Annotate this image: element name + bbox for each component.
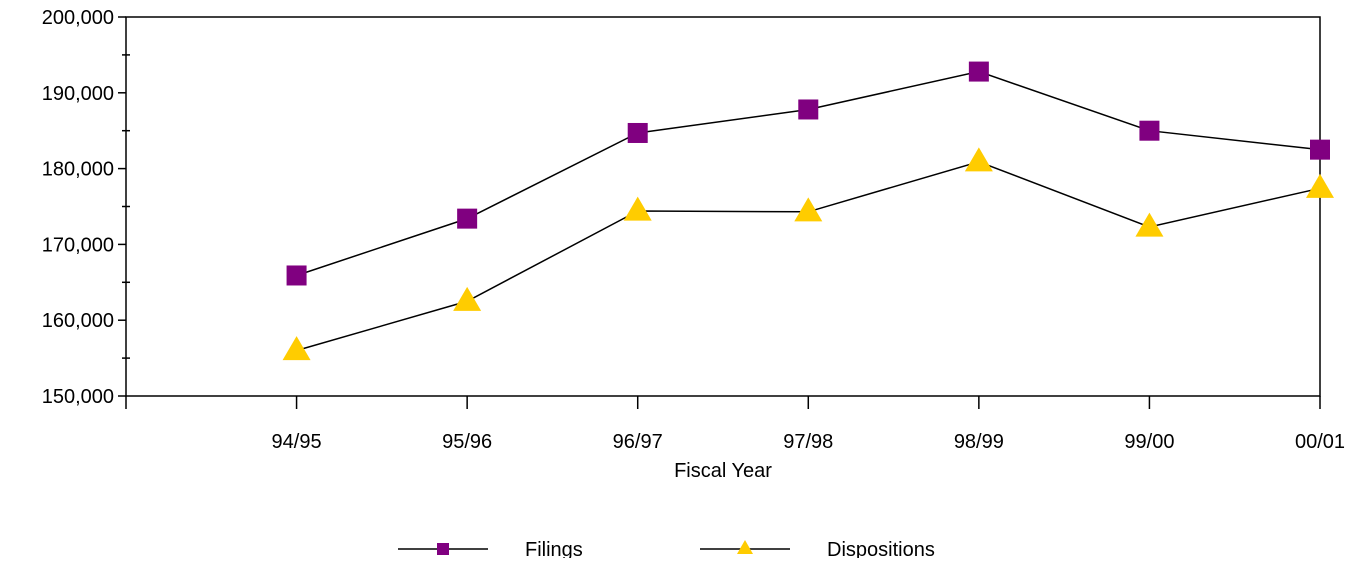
x-tick-label: 99/00 [1124, 431, 1174, 453]
y-tick-label: 170,000 [42, 234, 114, 256]
y-tick-label: 180,000 [42, 159, 114, 181]
series-line-dispositions [296, 160, 1321, 352]
data-point-filings [627, 122, 648, 143]
legend-marker-square [437, 543, 449, 555]
legend: Filings Dispositions [398, 539, 935, 561]
data-point-filings [968, 61, 989, 82]
data-point-dispositions [794, 197, 823, 222]
series-filings [286, 61, 1330, 286]
x-axis-title: Fiscal Year [674, 460, 772, 482]
data-point-dispositions [964, 147, 993, 172]
y-tick-label: 200,000 [42, 7, 114, 29]
data-point-dispositions [623, 196, 652, 221]
series-group [282, 61, 1334, 361]
y-tick-label: 160,000 [42, 310, 114, 332]
data-point-dispositions [453, 286, 482, 311]
axes: 150,000 160,000 170,000 180,000 190,000 200,0… [42, 7, 1345, 482]
x-tick-label: 95/96 [442, 431, 492, 453]
data-point-dispositions [1306, 173, 1334, 198]
legend-item-filings: Filings [398, 539, 583, 561]
y-tick-label: 150,000 [42, 386, 114, 408]
data-point-filings [1139, 120, 1160, 141]
data-point-filings [1310, 139, 1330, 160]
x-tick-label: 97/98 [783, 431, 833, 453]
data-point-dispositions [1135, 212, 1164, 237]
series-dispositions [282, 147, 1334, 361]
data-point-filings [286, 265, 307, 286]
data-point-dispositions [282, 336, 311, 361]
plot-frame [125, 16, 1321, 397]
x-tick-label: 96/97 [613, 431, 663, 453]
legend-label: Dispositions [827, 539, 935, 558]
y-tick-label: 190,000 [42, 83, 114, 105]
data-point-filings [798, 99, 819, 120]
data-point-filings [457, 208, 478, 229]
x-tick-label: 98/99 [954, 431, 1004, 453]
x-tick-label: 00/01 [1295, 431, 1345, 453]
legend-label: Filings [525, 539, 583, 558]
x-tick-label: 94/95 [272, 431, 322, 453]
legend-marker-triangle [737, 540, 753, 554]
legend-item-dispositions: Dispositions [700, 539, 935, 561]
